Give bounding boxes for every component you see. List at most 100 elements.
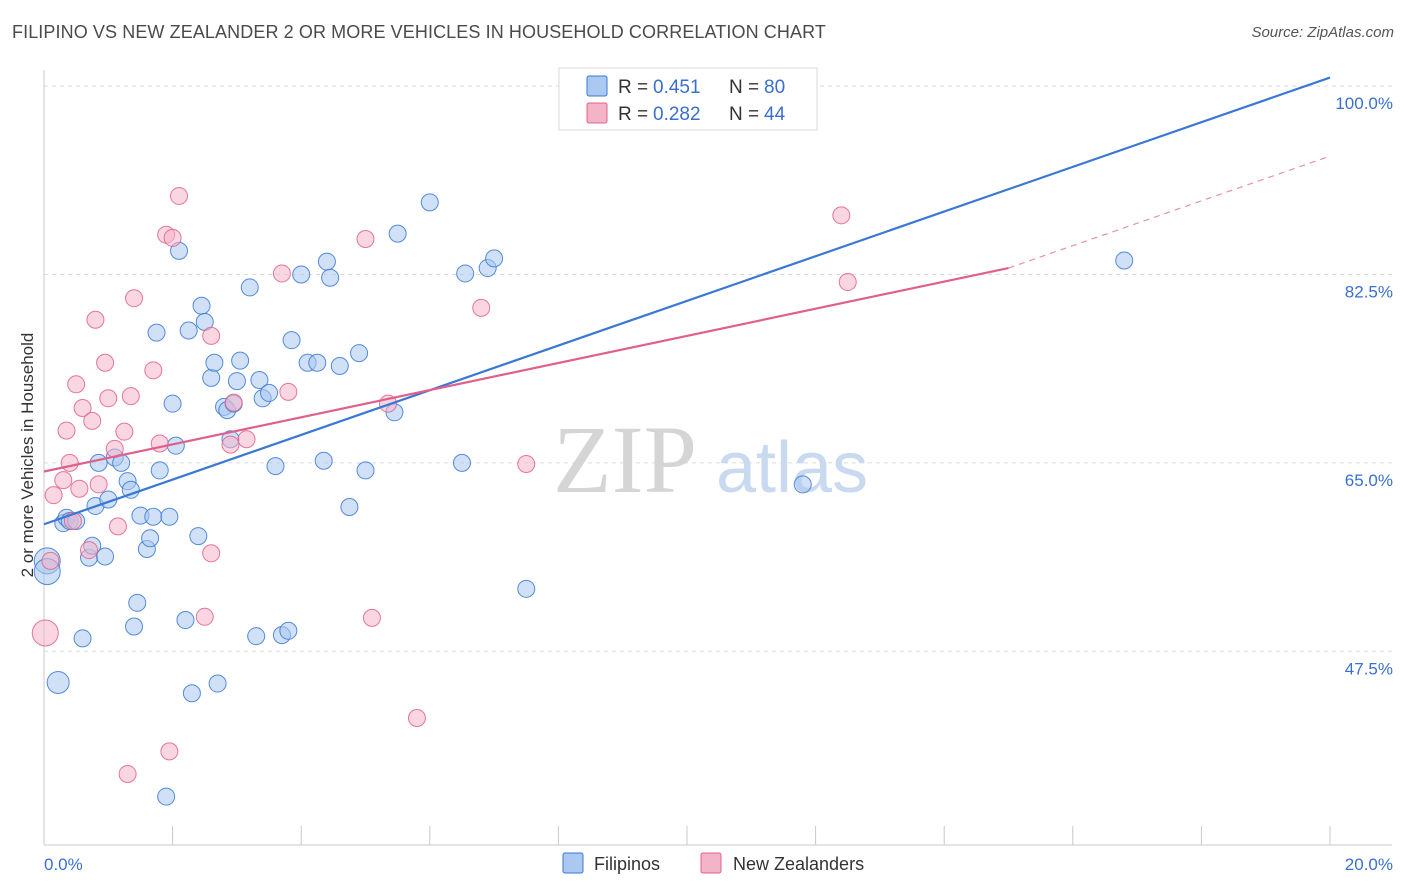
new-zealanders-point-20 <box>121 387 140 406</box>
new-zealanders-point-18 <box>115 422 134 441</box>
legend-n-label-2: N = <box>729 104 759 125</box>
filipinos-point-74 <box>1115 251 1134 270</box>
watermark: ZIP atlas <box>553 406 868 513</box>
gridlines <box>44 85 1392 652</box>
filipinos-point-24 <box>147 323 166 342</box>
legend-n-value-1: 80 <box>764 77 785 98</box>
filipinos-point-12 <box>96 547 115 566</box>
filipinos-point-27 <box>160 507 179 526</box>
watermark-zip: ZIP <box>553 406 697 513</box>
new-zealanders-point-25 <box>160 742 179 761</box>
new-zealanders-point-26 <box>163 228 182 247</box>
filipinos-point-18 <box>128 593 147 612</box>
filipinos-point-71 <box>485 249 504 268</box>
filipinos-point-57 <box>308 353 327 372</box>
watermark-atlas: atlas <box>716 428 868 508</box>
filipinos-point-73 <box>793 475 812 494</box>
new-zealanders-points <box>31 186 857 783</box>
new-zealanders-point-8 <box>70 479 89 498</box>
new-zealanders-point-5 <box>60 453 79 472</box>
filipinos-point-55 <box>292 265 311 284</box>
new-zealanders-point-14 <box>96 353 115 372</box>
filipinos-point-60 <box>321 268 340 287</box>
filipinos-point-37 <box>202 368 221 387</box>
filipinos-point-19 <box>125 617 144 636</box>
filipinos-point-50 <box>260 383 279 402</box>
filipinos-point-26 <box>157 787 176 806</box>
new-zealanders-trend-extension <box>1008 155 1331 269</box>
filipinos-point-61 <box>330 357 349 376</box>
trend-lines <box>43 76 1331 526</box>
filipinos-point-35 <box>192 296 211 315</box>
source-credit: Source: ZipAtlas.com <box>1251 24 1394 41</box>
filipinos-point-33 <box>182 684 201 703</box>
filipinos-point-22 <box>141 529 160 548</box>
filipinos-points <box>33 193 1134 806</box>
new-zealanders-point-13 <box>89 475 108 494</box>
new-zealanders-point-33 <box>237 430 256 449</box>
new-zealanders-point-43 <box>838 273 857 292</box>
filipinos-point-44 <box>227 372 246 391</box>
y-tick-labels: 47.5% 65.0% 82.5% 100.0% <box>1335 94 1393 678</box>
filipinos-point-51 <box>266 457 285 476</box>
filipinos-point-11 <box>89 453 108 472</box>
filipinos-point-45 <box>231 351 250 370</box>
x-tick-label-1: 20.0% <box>1345 855 1393 874</box>
bottom-legend: Filipinos New Zealanders <box>562 852 864 874</box>
y-axis-label: 2 or more Vehicles in Household <box>18 333 37 578</box>
new-zealanders-point-7 <box>67 375 86 394</box>
legend-r-value-2: 0.282 <box>653 104 701 125</box>
filipinos-point-53 <box>279 621 298 640</box>
new-zealanders-point-35 <box>279 382 298 401</box>
filipinos-point-48 <box>250 371 269 389</box>
filipinos-point-62 <box>340 498 359 517</box>
filipinos-point-23 <box>144 507 163 526</box>
legend-swatch-filipinos <box>586 75 608 97</box>
filipinos-point-64 <box>356 461 375 480</box>
y-tick-label-2: 82.5% <box>1345 283 1393 302</box>
new-zealanders-point-27 <box>170 186 189 205</box>
new-zealanders-point-37 <box>362 608 381 627</box>
filipinos-point-63 <box>350 344 369 363</box>
new-zealanders-point-4 <box>57 421 76 440</box>
legend-swatch-new-zealanders <box>586 102 608 124</box>
filipinos-point-17 <box>121 480 140 499</box>
new-zealanders-point-22 <box>144 361 163 380</box>
new-zealanders-point-29 <box>202 544 221 563</box>
filipinos-point-68 <box>452 453 471 472</box>
legend-r-label-1: R = <box>618 77 648 98</box>
filipinos-point-54 <box>282 331 301 350</box>
new-zealanders-point-34 <box>272 264 291 283</box>
y-tick-label-0: 47.5% <box>1345 659 1393 678</box>
filipinos-point-46 <box>240 278 259 297</box>
chart-title: FILIPINO VS NEW ZEALANDER 2 OR MORE VEHI… <box>12 22 826 42</box>
x-tick-labels: 0.0% 20.0% <box>44 855 1393 874</box>
new-zealanders-point-30 <box>202 326 221 345</box>
filipinos-trend-line <box>43 76 1331 526</box>
new-zealanders-point-21 <box>125 289 144 308</box>
new-zealanders-point-9 <box>73 398 92 417</box>
new-zealanders-point-2 <box>44 486 63 505</box>
new-zealanders-point-39 <box>407 708 426 727</box>
filipinos-point-32 <box>179 321 198 340</box>
legend-n-label-1: N = <box>729 77 759 98</box>
filipinos-point-67 <box>420 193 439 212</box>
filipinos-point-59 <box>317 252 336 271</box>
new-zealanders-trend-line <box>43 266 1009 473</box>
filipinos-point-31 <box>176 611 195 630</box>
y-tick-label-1: 65.0% <box>1345 471 1393 490</box>
new-zealanders-point-10 <box>80 541 99 560</box>
new-zealanders-point-17 <box>108 517 127 536</box>
filipinos-point-28 <box>163 394 182 413</box>
new-zealanders-point-11 <box>83 411 102 430</box>
new-zealanders-point-40 <box>472 298 491 317</box>
filipinos-point-72 <box>517 579 536 598</box>
axes <box>43 70 1392 846</box>
new-zealanders-point-12 <box>86 310 105 329</box>
bottom-legend-filipinos: Filipinos <box>594 854 660 874</box>
filipinos-point-39 <box>208 674 227 693</box>
legend-r-value-1: 0.451 <box>653 77 701 98</box>
filipinos-point-47 <box>247 627 266 646</box>
legend-n-value-2: 44 <box>764 104 786 125</box>
